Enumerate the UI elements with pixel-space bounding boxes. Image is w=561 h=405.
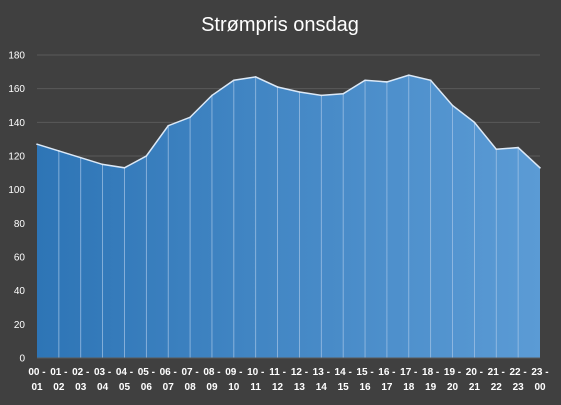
data-point bbox=[276, 86, 279, 88]
x-tick-label: 09 -10 bbox=[225, 367, 242, 393]
x-tick-label: 07 -08 bbox=[181, 367, 198, 393]
data-point bbox=[145, 155, 148, 157]
y-tick-label: 20 bbox=[14, 320, 26, 331]
x-tick-label: 00 -01 bbox=[28, 367, 45, 393]
data-point bbox=[429, 79, 432, 82]
data-point bbox=[473, 121, 476, 124]
data-point bbox=[517, 146, 519, 149]
y-tick-label: 0 bbox=[19, 354, 25, 365]
data-point bbox=[79, 156, 82, 159]
data-point bbox=[298, 91, 301, 93]
data-point bbox=[101, 163, 104, 166]
y-tick-label: 120 bbox=[8, 152, 25, 163]
y-tick-label: 160 bbox=[8, 84, 25, 95]
y-axis: 0 20 40 60 80 100 120 140 160 180 bbox=[8, 51, 25, 365]
data-point bbox=[167, 124, 170, 127]
x-tick-label: 17 -18 bbox=[400, 367, 417, 393]
x-tick-label: 04 -05 bbox=[116, 367, 133, 393]
x-tick-label: 14 -15 bbox=[335, 367, 352, 393]
y-tick-label: 100 bbox=[8, 185, 25, 196]
x-tick-label: 20 -21 bbox=[466, 367, 483, 393]
data-point bbox=[495, 148, 498, 151]
x-tick-label: 15 -16 bbox=[356, 367, 373, 393]
area-fill bbox=[37, 75, 540, 358]
data-point bbox=[320, 94, 323, 97]
data-point bbox=[407, 74, 410, 76]
x-tick-label: 12 -13 bbox=[291, 367, 308, 393]
x-tick-label: 23 -00 bbox=[531, 367, 548, 393]
x-tick-label: 11 -12 bbox=[269, 367, 286, 393]
plot-area bbox=[36, 74, 541, 359]
chart-title: Strømpris onsdag bbox=[201, 14, 359, 36]
x-tick-label: 08 -09 bbox=[203, 367, 220, 393]
y-tick-label: 180 bbox=[8, 51, 25, 62]
data-point bbox=[189, 116, 191, 119]
x-tick-label: 01 -02 bbox=[50, 367, 67, 393]
x-tick-label: 19 -20 bbox=[444, 367, 461, 393]
x-tick-label: 13 -14 bbox=[313, 367, 330, 393]
y-tick-label: 60 bbox=[14, 253, 26, 264]
data-point bbox=[386, 81, 388, 83]
x-tick-label: 10 -11 bbox=[247, 367, 264, 393]
x-axis: 00 -01 01 -02 02 -03 03 -04 04 -05 05 -06 06 -… bbox=[28, 367, 548, 393]
data-point bbox=[539, 166, 541, 169]
data-point bbox=[58, 150, 60, 152]
data-point bbox=[36, 143, 38, 146]
series-line bbox=[36, 74, 541, 169]
data-point bbox=[364, 79, 366, 82]
data-point bbox=[233, 79, 235, 82]
data-point bbox=[254, 76, 257, 78]
x-tick-label: 22 -23 bbox=[510, 367, 527, 393]
y-tick-label: 80 bbox=[14, 219, 26, 230]
x-tick-label: 18 -19 bbox=[422, 367, 439, 393]
x-tick-label: 05 -06 bbox=[138, 367, 155, 393]
x-tick-label: 02 -03 bbox=[72, 367, 89, 393]
data-point bbox=[211, 94, 213, 97]
x-tick-label: 03 -04 bbox=[94, 367, 111, 393]
x-tick-label: 16 -17 bbox=[378, 367, 395, 393]
x-tick-label: 21 -22 bbox=[488, 367, 505, 393]
y-tick-label: 140 bbox=[8, 118, 25, 129]
data-point bbox=[451, 104, 454, 107]
data-point bbox=[123, 166, 126, 169]
y-tick-label: 40 bbox=[14, 286, 26, 297]
x-tick-label: 06 -07 bbox=[160, 367, 177, 393]
data-point bbox=[342, 92, 344, 95]
